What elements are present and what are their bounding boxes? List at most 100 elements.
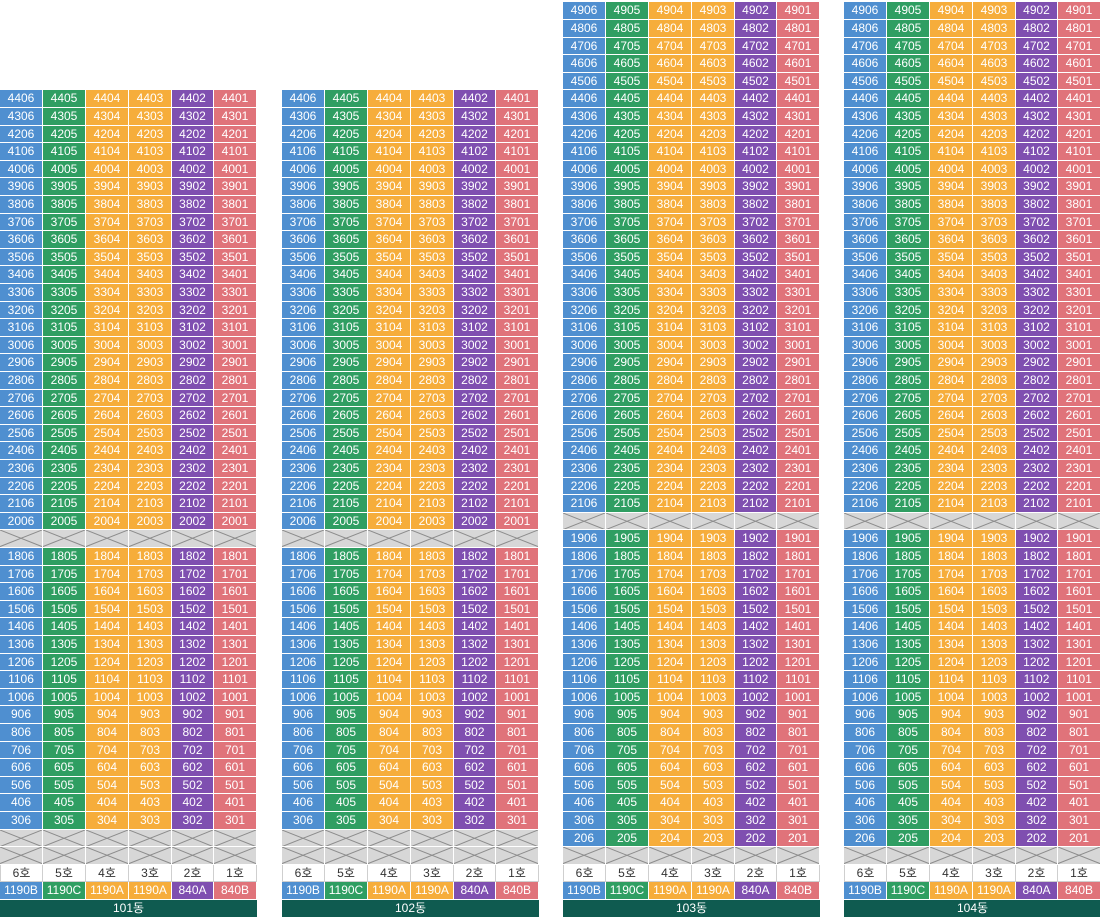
unit-cell[interactable]: 1005: [325, 688, 368, 707]
unit-cell[interactable]: 1504: [930, 600, 973, 619]
unit-cell[interactable]: 1402: [735, 618, 777, 636]
unit-cell[interactable]: 4405: [43, 90, 86, 108]
unit-cell[interactable]: 2104: [368, 495, 411, 513]
unit-cell[interactable]: 2402: [735, 442, 777, 460]
unit-cell[interactable]: 3101: [1058, 319, 1100, 337]
unit-cell[interactable]: 504: [649, 776, 692, 795]
unit-cell[interactable]: 4401: [1058, 90, 1100, 108]
unit-cell[interactable]: 1601: [1058, 583, 1100, 601]
unit-cell[interactable]: 804: [86, 724, 129, 742]
unit-cell[interactable]: 1202: [1016, 653, 1058, 672]
unit-cell[interactable]: 2905: [325, 354, 368, 372]
unit-cell[interactable]: 4305: [887, 108, 930, 126]
unit-cell[interactable]: 2602: [1016, 407, 1058, 425]
unit-cell[interactable]: 4604: [649, 55, 692, 73]
unit-cell[interactable]: 1206: [844, 653, 887, 672]
unit-cell[interactable]: 2404: [86, 442, 129, 460]
unit-cell[interactable]: 1403: [411, 618, 454, 636]
unit-cell[interactable]: 3904: [86, 178, 129, 196]
unit-cell[interactable]: 2704: [368, 389, 411, 408]
unit-cell[interactable]: 3404: [649, 266, 692, 284]
unit-cell[interactable]: 301: [496, 812, 539, 830]
unit-cell[interactable]: 1205: [43, 653, 86, 672]
unit-cell[interactable]: 2105: [606, 495, 649, 513]
unit-cell[interactable]: 2306: [844, 460, 887, 478]
unit-cell[interactable]: 4003: [692, 160, 735, 179]
unit-cell[interactable]: 2502: [454, 424, 496, 443]
unit-cell[interactable]: 4303: [411, 108, 454, 126]
unit-cell[interactable]: 2606: [282, 407, 325, 425]
unit-cell[interactable]: 3106: [0, 319, 43, 337]
unit-cell[interactable]: 3401: [777, 266, 820, 284]
unit-cell[interactable]: 2805: [887, 372, 930, 390]
unit-cell[interactable]: 4302: [735, 108, 777, 126]
unit-cell[interactable]: 4702: [1016, 37, 1058, 56]
unit-cell[interactable]: 701: [777, 741, 820, 760]
unit-cell[interactable]: 704: [368, 741, 411, 760]
unit-cell[interactable]: 3602: [735, 231, 777, 249]
unit-cell[interactable]: 4106: [563, 143, 606, 161]
unit-cell[interactable]: 1601: [496, 583, 539, 601]
unit-cell[interactable]: 802: [735, 724, 777, 742]
unit-cell[interactable]: 3604: [368, 231, 411, 249]
unit-cell[interactable]: 1206: [282, 653, 325, 672]
unit-cell[interactable]: 2403: [129, 442, 172, 460]
unit-cell[interactable]: 705: [325, 741, 368, 760]
unit-cell[interactable]: 902: [454, 706, 496, 724]
unit-cell[interactable]: 4201: [1058, 125, 1100, 144]
unit-cell[interactable]: 4101: [214, 143, 257, 161]
unit-cell[interactable]: 1103: [129, 671, 172, 689]
unit-cell[interactable]: 3706: [282, 213, 325, 232]
unit-cell[interactable]: 3001: [777, 336, 820, 355]
unit-cell[interactable]: 4506: [844, 72, 887, 91]
unit-cell[interactable]: 4003: [411, 160, 454, 179]
unit-cell[interactable]: 4206: [844, 125, 887, 144]
unit-cell[interactable]: 2402: [454, 442, 496, 460]
unit-cell[interactable]: 1102: [172, 671, 214, 689]
unit-cell[interactable]: 3803: [973, 196, 1016, 214]
unit-cell[interactable]: 3306: [563, 284, 606, 302]
unit-cell[interactable]: 1901: [1058, 530, 1100, 548]
unit-cell[interactable]: 404: [368, 794, 411, 812]
unit-cell[interactable]: 602: [454, 759, 496, 777]
unit-cell[interactable]: 4603: [973, 55, 1016, 73]
unit-cell[interactable]: 4305: [325, 108, 368, 126]
unit-cell[interactable]: 1801: [777, 548, 820, 566]
unit-cell[interactable]: 4204: [930, 125, 973, 144]
unit-cell[interactable]: 2904: [930, 354, 973, 372]
unit-cell[interactable]: 4105: [43, 143, 86, 161]
unit-cell[interactable]: 4901: [777, 2, 820, 20]
unit-cell[interactable]: 4103: [973, 143, 1016, 161]
unit-cell[interactable]: 1203: [692, 653, 735, 672]
unit-cell[interactable]: 4205: [43, 125, 86, 144]
unit-cell[interactable]: 2406: [0, 442, 43, 460]
unit-cell[interactable]: 3202: [172, 301, 214, 320]
unit-cell[interactable]: 2505: [43, 424, 86, 443]
unit-cell[interactable]: 3503: [692, 248, 735, 267]
unit-cell[interactable]: 1102: [454, 671, 496, 689]
unit-cell[interactable]: 4004: [930, 160, 973, 179]
unit-cell[interactable]: 2603: [411, 407, 454, 425]
unit-cell[interactable]: 3805: [887, 196, 930, 214]
unit-cell[interactable]: 4002: [735, 160, 777, 179]
unit-cell[interactable]: 1601: [777, 583, 820, 601]
unit-cell[interactable]: 1904: [649, 530, 692, 548]
unit-cell[interactable]: 1806: [844, 548, 887, 566]
unit-cell[interactable]: 501: [777, 776, 820, 795]
unit-cell[interactable]: 1704: [930, 565, 973, 584]
unit-cell[interactable]: 1102: [735, 671, 777, 689]
unit-cell[interactable]: 1501: [214, 600, 257, 619]
unit-cell[interactable]: 4005: [606, 160, 649, 179]
unit-cell[interactable]: 1205: [887, 653, 930, 672]
unit-cell[interactable]: 2406: [563, 442, 606, 460]
unit-cell[interactable]: 4603: [692, 55, 735, 73]
unit-cell[interactable]: 2802: [172, 372, 214, 390]
unit-cell[interactable]: 903: [692, 706, 735, 724]
unit-cell[interactable]: 1305: [887, 636, 930, 654]
unit-cell[interactable]: 1804: [649, 548, 692, 566]
unit-cell[interactable]: 1703: [692, 565, 735, 584]
unit-cell[interactable]: 3402: [172, 266, 214, 284]
unit-cell[interactable]: 2801: [1058, 372, 1100, 390]
unit-cell[interactable]: 2504: [930, 424, 973, 443]
unit-cell[interactable]: 3003: [129, 336, 172, 355]
